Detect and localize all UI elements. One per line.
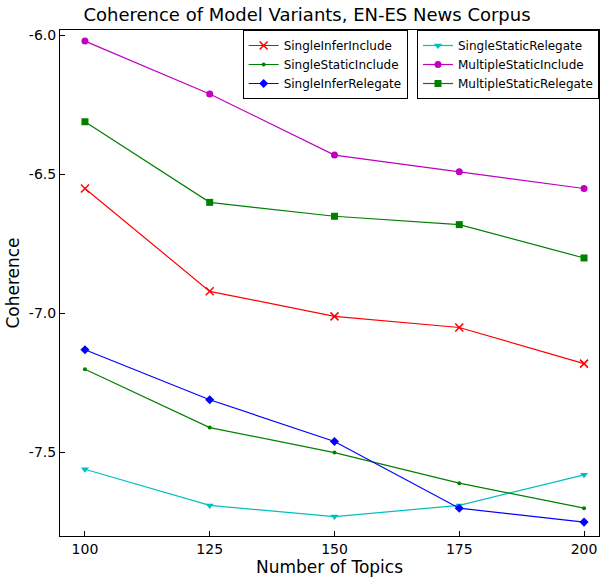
svg-text:SingleInferInclude: SingleInferInclude — [284, 39, 392, 53]
svg-text:Coherence: Coherence — [3, 237, 23, 328]
svg-text:150: 150 — [321, 541, 348, 557]
svg-text:MultipleStaticInclude: MultipleStaticInclude — [458, 58, 584, 72]
svg-text:Coherence of Model Variants, E: Coherence of Model Variants, EN-ES News … — [83, 4, 530, 25]
svg-text:200: 200 — [571, 541, 598, 557]
svg-text:-7.0: -7.0 — [29, 305, 56, 321]
svg-text:125: 125 — [196, 541, 223, 557]
svg-text:SingleInferRelegate: SingleInferRelegate — [284, 77, 402, 91]
svg-text:SingleStaticRelegate: SingleStaticRelegate — [458, 39, 582, 53]
svg-text:175: 175 — [446, 541, 473, 557]
svg-text:SingleStaticInclude: SingleStaticInclude — [284, 58, 399, 72]
svg-text:MultipleStaticRelegate: MultipleStaticRelegate — [458, 77, 593, 91]
svg-text:100: 100 — [72, 541, 99, 557]
svg-text:-6.0: -6.0 — [29, 27, 56, 43]
svg-text:-7.5: -7.5 — [29, 444, 56, 460]
svg-text:-6.5: -6.5 — [29, 166, 56, 182]
svg-text:Number of Topics: Number of Topics — [256, 557, 403, 577]
